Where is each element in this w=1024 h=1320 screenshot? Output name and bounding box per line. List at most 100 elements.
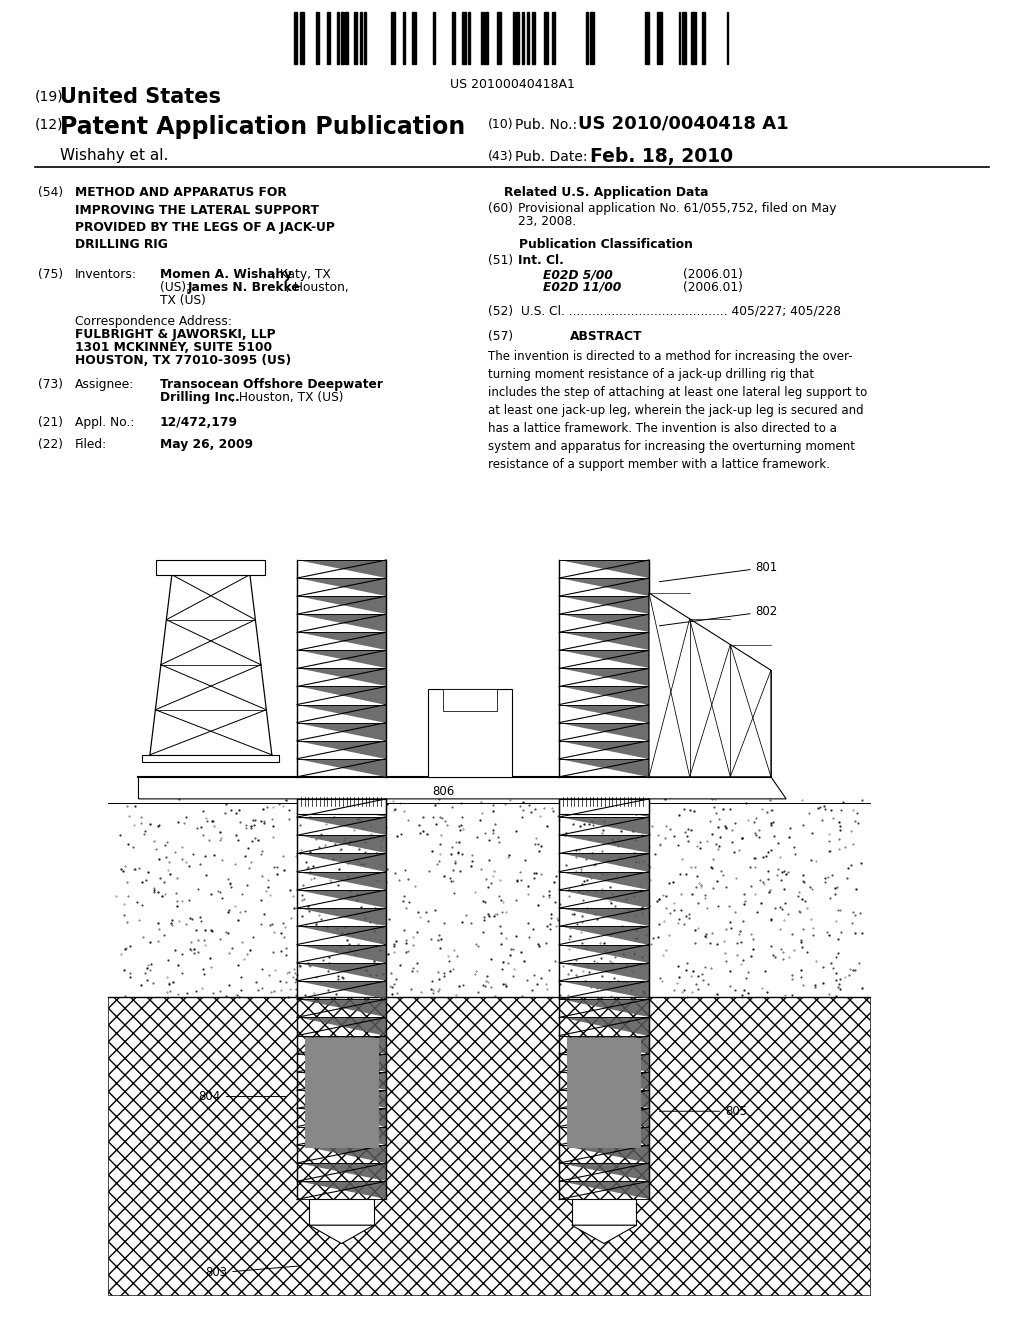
- Text: (2006.01): (2006.01): [683, 268, 742, 281]
- Bar: [566, 1038, 641, 1148]
- Text: Provisional application No. 61/055,752, filed on May: Provisional application No. 61/055,752, …: [518, 202, 837, 215]
- Text: Wishahy et al.: Wishahy et al.: [60, 148, 168, 162]
- Bar: [108, 998, 870, 1295]
- Text: E02D 11/00: E02D 11/00: [543, 281, 622, 294]
- Polygon shape: [138, 777, 786, 799]
- Polygon shape: [559, 1126, 649, 1144]
- Polygon shape: [297, 836, 386, 854]
- Polygon shape: [297, 759, 386, 777]
- Bar: [443, 689, 497, 710]
- Polygon shape: [297, 908, 386, 927]
- Polygon shape: [297, 1181, 386, 1200]
- Text: Int. Cl.: Int. Cl.: [518, 253, 564, 267]
- Text: (51): (51): [488, 253, 513, 267]
- Polygon shape: [559, 614, 649, 632]
- Polygon shape: [297, 1163, 386, 1181]
- Polygon shape: [297, 1018, 386, 1036]
- Polygon shape: [559, 817, 649, 836]
- Bar: [679, 12, 680, 63]
- Bar: [531, 12, 536, 63]
- Text: (75): (75): [38, 268, 63, 281]
- Polygon shape: [297, 686, 386, 705]
- Bar: [300, 12, 304, 63]
- Polygon shape: [297, 799, 386, 817]
- Bar: [586, 12, 588, 63]
- Text: Correspondence Address:: Correspondence Address:: [75, 315, 231, 327]
- Text: 23, 2008.: 23, 2008.: [518, 215, 577, 228]
- Polygon shape: [297, 817, 386, 836]
- Text: (57): (57): [488, 330, 513, 343]
- Polygon shape: [559, 1072, 649, 1090]
- Polygon shape: [559, 981, 649, 999]
- Bar: [526, 12, 529, 63]
- Text: (54): (54): [38, 186, 63, 199]
- Text: Assignee:: Assignee:: [75, 378, 134, 391]
- Polygon shape: [297, 1036, 386, 1053]
- Polygon shape: [559, 741, 649, 759]
- Text: 1301 MCKINNEY, SUITE 5100: 1301 MCKINNEY, SUITE 5100: [75, 341, 272, 354]
- Text: E02D 5/00: E02D 5/00: [543, 268, 612, 281]
- Text: HOUSTON, TX 77010-3095 (US): HOUSTON, TX 77010-3095 (US): [75, 354, 291, 367]
- Text: METHOD AND APPARATUS FOR
IMPROVING THE LATERAL SUPPORT
PROVIDED BY THE LEGS OF A: METHOD AND APPARATUS FOR IMPROVING THE L…: [75, 186, 335, 252]
- Polygon shape: [559, 705, 649, 722]
- Text: Related U.S. Application Data: Related U.S. Application Data: [504, 186, 709, 199]
- Bar: [727, 12, 728, 63]
- Bar: [484, 12, 488, 63]
- Bar: [294, 12, 297, 63]
- Polygon shape: [297, 705, 386, 722]
- Text: 804: 804: [199, 1090, 287, 1104]
- Text: (43): (43): [488, 150, 513, 162]
- Bar: [327, 12, 331, 63]
- Bar: [498, 12, 502, 63]
- Polygon shape: [559, 1144, 649, 1163]
- Bar: [702, 12, 705, 63]
- Bar: [682, 12, 686, 63]
- Bar: [691, 12, 696, 63]
- Text: 803: 803: [205, 1266, 301, 1279]
- Polygon shape: [649, 593, 771, 777]
- Text: ABSTRACT: ABSTRACT: [569, 330, 642, 343]
- Text: (21): (21): [38, 416, 63, 429]
- Polygon shape: [297, 614, 386, 632]
- Bar: [645, 12, 648, 63]
- Bar: [344, 12, 347, 63]
- Text: (22): (22): [38, 438, 63, 451]
- Polygon shape: [559, 1090, 649, 1109]
- Polygon shape: [559, 597, 649, 614]
- Polygon shape: [559, 722, 649, 741]
- Bar: [403, 12, 404, 63]
- Polygon shape: [559, 1181, 649, 1200]
- Bar: [157, 560, 265, 574]
- Bar: [590, 12, 594, 63]
- Bar: [544, 12, 549, 63]
- Polygon shape: [559, 962, 649, 981]
- Text: Drilling Inc.: Drilling Inc.: [160, 391, 240, 404]
- Text: US 20100040418A1: US 20100040418A1: [450, 78, 574, 91]
- Polygon shape: [297, 560, 386, 578]
- Bar: [480, 12, 483, 63]
- Text: James N. Brekke: James N. Brekke: [188, 281, 301, 294]
- Text: May 26, 2009: May 26, 2009: [160, 438, 253, 451]
- Bar: [315, 12, 319, 63]
- Polygon shape: [559, 1018, 649, 1036]
- Bar: [391, 12, 395, 63]
- Text: (73): (73): [38, 378, 63, 391]
- Text: TX (US): TX (US): [160, 294, 206, 308]
- Text: Appl. No.:: Appl. No.:: [75, 416, 134, 429]
- Text: FULBRIGHT & JAWORSKI, LLP: FULBRIGHT & JAWORSKI, LLP: [75, 327, 275, 341]
- Polygon shape: [559, 999, 649, 1018]
- Bar: [428, 689, 512, 777]
- Bar: [522, 12, 524, 63]
- Polygon shape: [297, 651, 386, 668]
- Text: Feb. 18, 2010: Feb. 18, 2010: [590, 147, 733, 166]
- Bar: [341, 12, 344, 63]
- Text: 12/472,179: 12/472,179: [160, 416, 238, 429]
- Text: Publication Classification: Publication Classification: [519, 238, 693, 251]
- Text: 801: 801: [659, 561, 778, 582]
- Bar: [516, 12, 519, 63]
- Text: (12): (12): [35, 117, 63, 132]
- Polygon shape: [559, 560, 649, 578]
- Polygon shape: [559, 799, 649, 817]
- Polygon shape: [297, 945, 386, 962]
- Bar: [468, 12, 470, 63]
